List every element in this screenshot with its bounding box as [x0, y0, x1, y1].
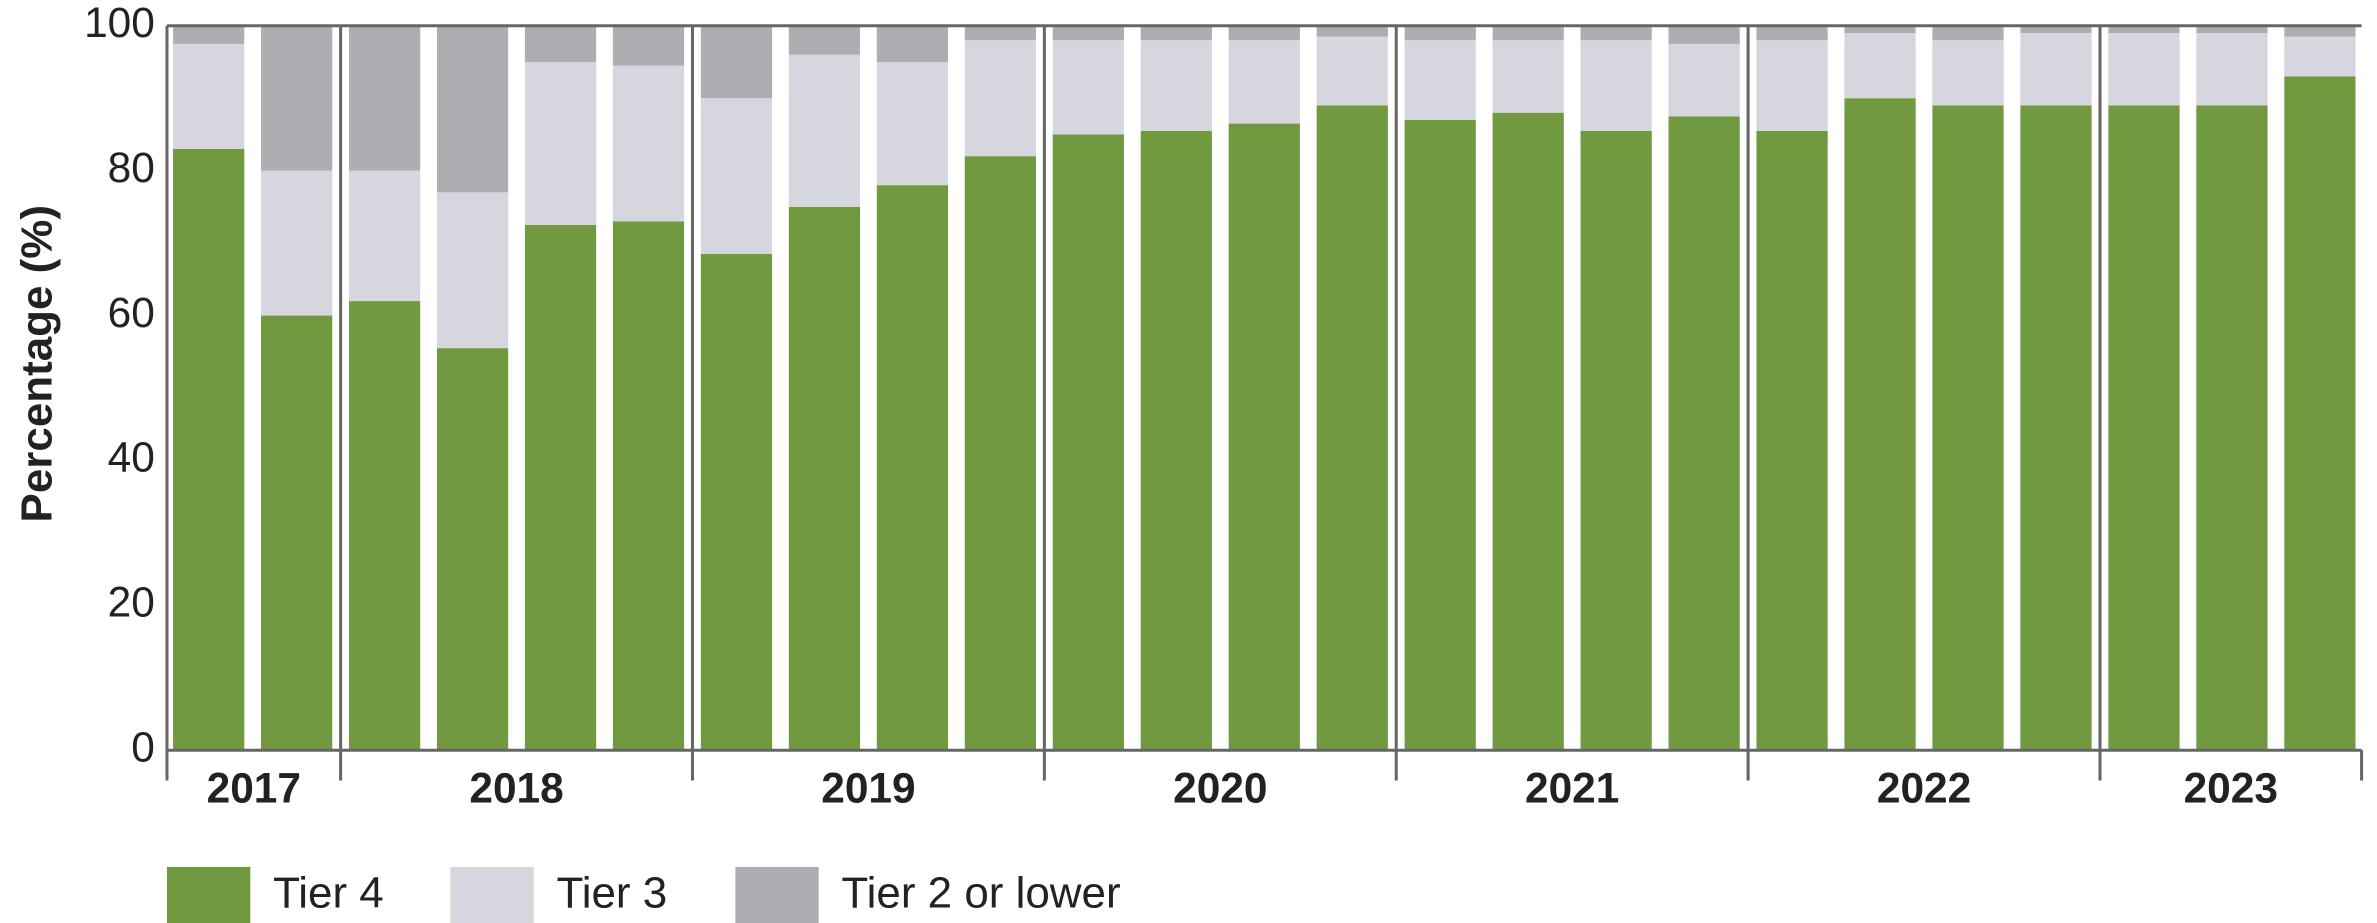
bar-segment [964, 156, 1036, 751]
y-tick-label: 60 [108, 289, 155, 336]
bar-segment [1580, 25, 1652, 41]
bar-segment [1668, 25, 1740, 44]
bar-segment [1228, 40, 1300, 124]
group-label: 2023 [2184, 764, 2278, 811]
bar-segment [436, 348, 509, 751]
bar-segment [1228, 123, 1300, 751]
group-label: 2021 [1525, 764, 1619, 811]
bar-segment [612, 25, 685, 66]
y-axis-label: Percentage (%) [12, 205, 61, 522]
legend-label: Tier 4 [273, 868, 384, 917]
bar-segment [1404, 119, 1476, 751]
bar-segment [964, 25, 1036, 41]
bar-segment [876, 185, 949, 751]
group-label: 2022 [1877, 764, 1971, 811]
bar-segment [261, 315, 333, 751]
bar-segment [1756, 40, 1828, 131]
bar-segment [1668, 43, 1740, 117]
bar-segment [612, 221, 685, 751]
bar-segment [2196, 25, 2268, 34]
bar-segment [1844, 25, 1916, 34]
bar-segment [261, 170, 333, 316]
group-label: 2020 [1173, 764, 1267, 811]
bar-segment [524, 25, 597, 62]
bar-segment [436, 192, 509, 349]
bar-segment [2196, 105, 2268, 751]
legend-label: Tier 2 or lower [841, 868, 1120, 917]
bar-segment [2196, 33, 2268, 106]
bar-segment [173, 25, 245, 44]
bar-segment [1492, 25, 1564, 41]
bar-segment [2284, 25, 2356, 37]
bar-segment [1932, 40, 2004, 106]
bar-segment [2108, 33, 2180, 106]
group-label: 2019 [821, 764, 915, 811]
bar-segment [1756, 130, 1828, 751]
bar-segment [1404, 25, 1476, 41]
bar-segment [173, 43, 245, 149]
bar-segment [524, 61, 597, 225]
bar-segment [1492, 112, 1564, 751]
legend-swatch [735, 866, 819, 923]
bar-segment [1052, 40, 1124, 135]
bar-segment [1404, 40, 1476, 120]
bar-segment [788, 54, 861, 207]
bar-segment [1140, 25, 1212, 41]
y-tick-label: 20 [108, 579, 155, 626]
y-tick-label: 0 [131, 723, 155, 770]
bar-segment [876, 25, 949, 62]
bar-segment [1316, 105, 1388, 751]
bar-segment [1580, 40, 1652, 131]
bar-segment [1052, 134, 1124, 751]
y-tick-label: 40 [108, 434, 155, 481]
bar-segment [173, 148, 245, 751]
group-label: 2018 [469, 764, 563, 811]
legend-swatch [450, 866, 534, 923]
bar-segment [1932, 25, 2004, 41]
bar-segment [2020, 25, 2092, 34]
bar-segment [1756, 25, 1828, 41]
bar-segment [1844, 98, 1916, 751]
bar-segment [2108, 25, 2180, 34]
bar-segment [1052, 25, 1124, 41]
bar-segment [612, 65, 685, 222]
group-label: 2017 [207, 764, 301, 811]
bar-segment [1316, 25, 1388, 37]
bar-segment [700, 98, 773, 254]
y-tick-label: 80 [108, 144, 155, 191]
bar-segment [1140, 40, 1212, 131]
bar-segment [1580, 130, 1652, 751]
bar-segment [876, 61, 949, 186]
bar-segment [2020, 33, 2092, 106]
bar-segment [1228, 25, 1300, 41]
bar-segment [788, 206, 861, 751]
bar-segment [348, 170, 421, 302]
bar-segment [964, 40, 1036, 157]
bar-segment [2284, 36, 2356, 77]
bar-segment [700, 25, 773, 99]
legend-label: Tier 3 [556, 868, 667, 917]
bar-segment [2020, 105, 2092, 751]
bar-segment [436, 25, 509, 193]
bar-segment [1668, 116, 1740, 751]
bar-segment [700, 253, 773, 751]
y-tick-label: 100 [84, 0, 155, 46]
bar-segment [1140, 130, 1212, 751]
bar-segment [524, 224, 597, 751]
bar-segment [348, 301, 421, 751]
bar-segment [1844, 33, 1916, 99]
legend-swatch [166, 866, 251, 923]
bar-segment [1316, 36, 1388, 106]
bar-segment [2284, 76, 2356, 751]
bar-segment [2108, 105, 2180, 751]
bar-segment [348, 25, 421, 171]
bar-segment [1492, 40, 1564, 113]
bar-segment [1932, 105, 2004, 751]
bar-segment [261, 25, 333, 171]
bar-segment [788, 25, 861, 55]
